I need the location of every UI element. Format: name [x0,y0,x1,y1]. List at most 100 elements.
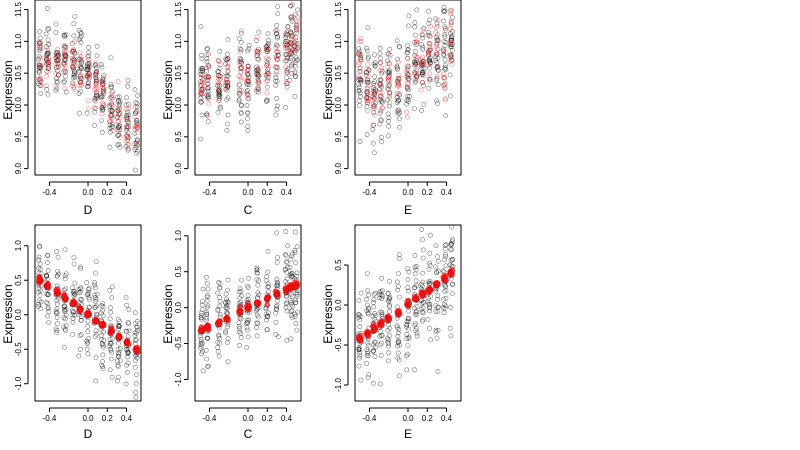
data-point [124,347,130,353]
data-point [93,65,99,71]
data-point [204,356,209,362]
data-point [356,84,362,90]
data-point [294,327,300,333]
fitted-point [126,135,132,141]
data-point [254,320,260,326]
data-point [71,84,77,90]
fitted-point [223,87,229,93]
fitted-point [264,301,270,308]
data-point [217,294,222,300]
data-point [289,293,295,299]
data-point [412,40,417,45]
data-point [238,111,244,116]
data-point [364,48,370,54]
data-point [115,133,120,138]
data-point [426,85,432,91]
data-point [448,42,454,47]
fitted-point [385,76,391,82]
data-point [253,67,259,73]
data-point [63,323,69,329]
data-point [245,88,250,93]
data-point [412,252,418,258]
fitted-point [123,138,129,144]
fitted-point [135,142,140,148]
data-point [413,328,418,333]
fitted-point [264,63,270,69]
data-point [205,363,211,369]
data-point [62,308,67,314]
data-point [200,86,206,92]
data-point [94,331,99,337]
data-point [124,115,129,121]
data-point [434,20,440,26]
fitted-point [84,74,90,80]
fitted-point [237,61,243,67]
data-point [364,132,370,137]
data-point [62,52,67,58]
data-point [245,128,251,133]
fitted-point [94,76,99,82]
y-axis-title: Expression [321,284,335,343]
data-point [199,299,205,304]
data-point [198,339,204,345]
data-point [85,329,91,335]
y-tick-label: 11.5 [174,2,183,18]
fitted-point [427,78,433,84]
data-point [203,347,209,353]
fitted-point [93,86,99,92]
fitted-point [419,62,425,68]
data-point [414,67,420,73]
data-point [63,53,68,59]
data-point [448,20,454,26]
data-point [205,336,210,341]
fitted-point [265,72,271,78]
data-point [107,343,113,349]
fitted-point [266,64,271,70]
plot-frame [354,224,462,402]
data-point [245,82,250,87]
fitted-point [284,56,290,62]
data-point [365,80,371,85]
fitted-point [379,65,385,71]
data-point [284,32,290,38]
x-tick-label: 0.0 [82,188,94,197]
data-point [405,55,410,61]
data-point [412,367,417,373]
data-point [395,271,401,276]
data-point [216,94,222,99]
data-point [420,317,426,323]
data-point [433,54,438,60]
data-point [93,285,98,291]
data-point [37,82,43,88]
data-point [378,134,384,140]
data-point [70,80,76,86]
fitted-point [284,42,289,48]
data-point [434,37,440,43]
fitted-point [108,113,113,119]
fitted-point [115,119,121,125]
data-point [396,357,402,363]
data-point [71,66,76,72]
fitted-point [254,75,260,81]
y-tick-label: 0.5 [14,274,23,286]
data-point [205,119,211,125]
data-point [293,27,299,33]
data-point [405,43,410,48]
y-axis-title: Expression [321,60,335,119]
data-point [378,77,384,82]
data-point [293,260,298,266]
fitted-point [101,85,107,91]
fitted-point [372,105,378,111]
y-tick-label: 9.0 [174,163,183,175]
fitted-point [197,328,204,334]
fitted-point [117,106,123,112]
data-point [100,106,106,112]
data-point [273,42,279,47]
data-point [61,324,67,330]
data-point [199,112,205,118]
data-point [206,63,212,69]
data-point [92,304,98,310]
data-point [426,266,432,272]
data-point [53,21,59,27]
